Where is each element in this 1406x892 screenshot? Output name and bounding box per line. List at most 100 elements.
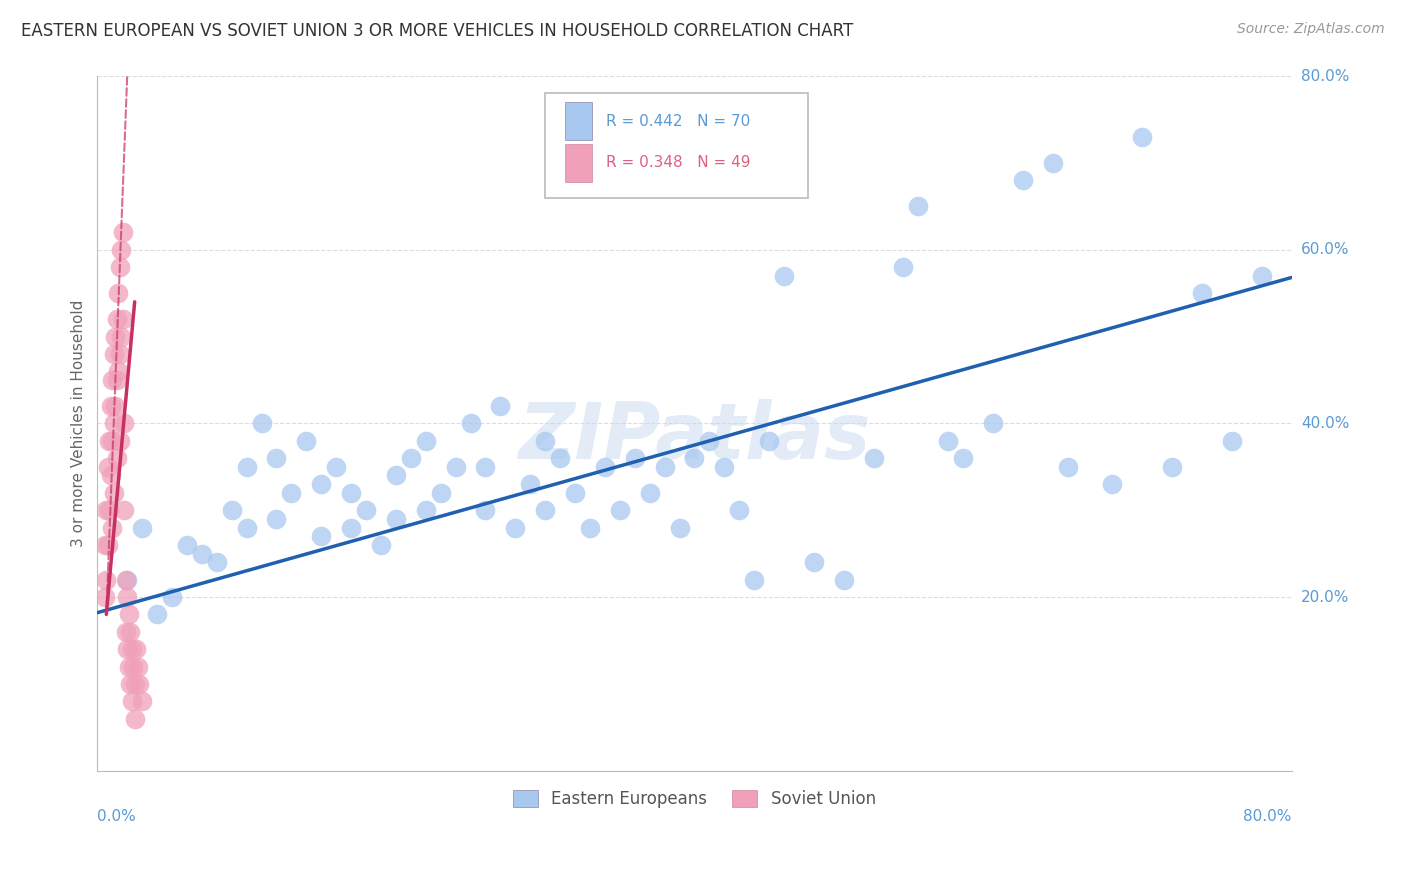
Point: [104, 399, 127, 413]
Point: [97, 459, 120, 474]
Point: [205, 555, 228, 569]
Point: [108, 260, 131, 274]
Point: [519, 477, 541, 491]
Point: [489, 399, 512, 413]
Text: 0.0%: 0.0%: [97, 809, 136, 824]
Point: [101, 520, 124, 534]
Point: [112, 417, 135, 431]
Point: [118, 659, 141, 673]
Text: EASTERN EUROPEAN VS SOVIET UNION 3 OR MORE VEHICLES IN HOUSEHOLD CORRELATION CHA: EASTERN EUROPEAN VS SOVIET UNION 3 OR MO…: [21, 22, 853, 40]
Point: [981, 417, 1004, 431]
FancyBboxPatch shape: [565, 102, 592, 140]
Point: [548, 451, 571, 466]
FancyBboxPatch shape: [546, 94, 808, 198]
Point: [235, 459, 257, 474]
Point: [103, 486, 125, 500]
Point: [385, 468, 408, 483]
Text: 80.0%: 80.0%: [1301, 69, 1350, 84]
Point: [415, 434, 437, 448]
Point: [325, 459, 347, 474]
Point: [295, 434, 318, 448]
Point: [100, 399, 122, 413]
Point: [98, 434, 121, 448]
Point: [128, 677, 150, 691]
Text: 40.0%: 40.0%: [1301, 416, 1350, 431]
Point: [340, 486, 363, 500]
Text: ZIPatlas: ZIPatlas: [519, 400, 870, 475]
Point: [399, 451, 422, 466]
Point: [713, 459, 735, 474]
Point: [623, 451, 645, 466]
Point: [370, 538, 392, 552]
Point: [415, 503, 437, 517]
Point: [699, 434, 721, 448]
Point: [125, 642, 148, 657]
Point: [266, 512, 288, 526]
Point: [115, 573, 138, 587]
Point: [94, 538, 117, 552]
Point: [110, 329, 132, 343]
Point: [104, 329, 127, 343]
Point: [111, 225, 134, 239]
Point: [280, 486, 302, 500]
Point: [534, 434, 557, 448]
Point: [654, 459, 676, 474]
Point: [191, 547, 214, 561]
Point: [114, 624, 136, 639]
Point: [118, 607, 141, 622]
Point: [474, 459, 496, 474]
Point: [803, 555, 825, 569]
Text: R = 0.348   N = 49: R = 0.348 N = 49: [606, 155, 751, 170]
Point: [124, 712, 146, 726]
Point: [98, 503, 121, 517]
Point: [250, 417, 273, 431]
Text: 20.0%: 20.0%: [1301, 590, 1350, 605]
Point: [107, 364, 129, 378]
Point: [1191, 286, 1213, 301]
Text: 60.0%: 60.0%: [1301, 243, 1350, 257]
Point: [266, 451, 288, 466]
Point: [1012, 173, 1035, 187]
Point: [638, 486, 661, 500]
Point: [311, 529, 333, 543]
Point: [1250, 268, 1272, 283]
Point: [1161, 459, 1184, 474]
Point: [115, 590, 138, 604]
Point: [340, 520, 363, 534]
Point: [429, 486, 451, 500]
Point: [579, 520, 602, 534]
Point: [742, 573, 765, 587]
Point: [176, 538, 198, 552]
Point: [100, 468, 122, 483]
Point: [107, 286, 129, 301]
Point: [108, 347, 131, 361]
Point: [907, 199, 929, 213]
Point: [773, 268, 796, 283]
Text: R = 0.442   N = 70: R = 0.442 N = 70: [606, 113, 751, 128]
Point: [385, 512, 408, 526]
FancyBboxPatch shape: [565, 144, 592, 182]
Point: [131, 694, 153, 708]
Point: [1042, 156, 1064, 170]
Point: [103, 417, 125, 431]
Point: [105, 451, 128, 466]
Point: [103, 347, 125, 361]
Point: [124, 677, 146, 691]
Point: [105, 373, 128, 387]
Point: [131, 520, 153, 534]
Point: [668, 520, 690, 534]
Point: [115, 642, 138, 657]
Point: [97, 538, 120, 552]
Point: [114, 573, 136, 587]
Point: [1130, 129, 1153, 144]
Point: [235, 520, 257, 534]
Point: [96, 573, 118, 587]
Point: [474, 503, 496, 517]
Point: [101, 373, 124, 387]
Point: [1101, 477, 1123, 491]
Y-axis label: 3 or more Vehicles in Household: 3 or more Vehicles in Household: [72, 300, 86, 547]
Point: [534, 503, 557, 517]
Point: [122, 659, 145, 673]
Point: [127, 659, 149, 673]
Point: [221, 503, 243, 517]
